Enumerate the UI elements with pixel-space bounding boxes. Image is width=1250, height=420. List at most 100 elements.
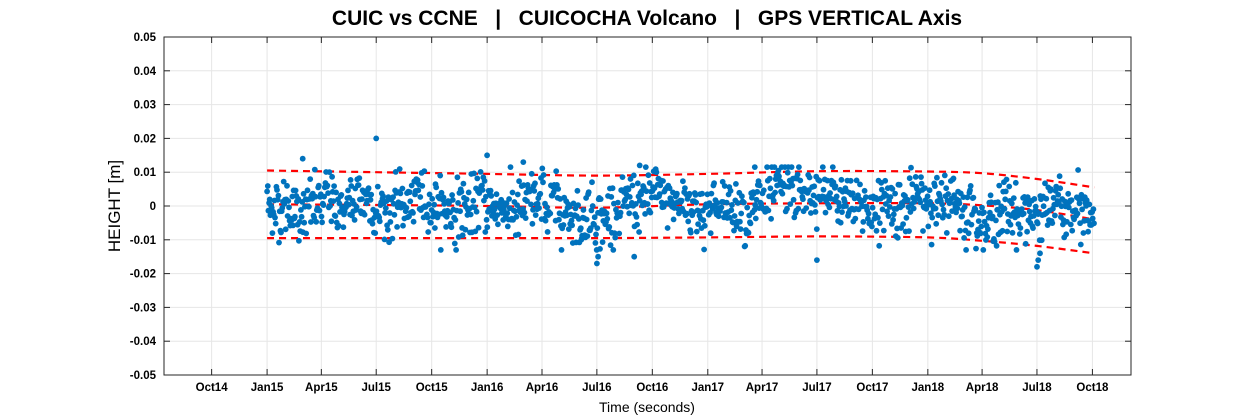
- data-point: [296, 237, 302, 244]
- data-point: [737, 226, 744, 233]
- data-point: [320, 202, 327, 209]
- data-point: [664, 225, 671, 231]
- data-point: [604, 215, 611, 222]
- data-point: [540, 172, 547, 178]
- data-point: [941, 211, 948, 218]
- data-point: [1042, 180, 1048, 187]
- data-point: [910, 205, 917, 212]
- data-point: [474, 175, 481, 182]
- x-tick-label: Oct17: [856, 382, 888, 394]
- data-point: [961, 235, 967, 241]
- data-point: [1044, 222, 1051, 229]
- data-point: [493, 191, 500, 198]
- data-point: [610, 247, 617, 253]
- data-point: [374, 183, 381, 190]
- data-point: [993, 242, 1000, 249]
- data-point: [790, 196, 797, 203]
- data-point: [386, 210, 393, 216]
- data-point: [487, 187, 494, 194]
- data-point: [284, 182, 290, 189]
- data-point: [368, 191, 375, 198]
- data-point: [504, 210, 511, 217]
- data-point: [731, 227, 737, 234]
- data-point: [784, 205, 790, 212]
- data-point: [603, 210, 610, 217]
- data-point: [880, 227, 887, 234]
- data-point: [463, 196, 470, 203]
- data-point: [275, 192, 282, 199]
- data-point: [727, 187, 734, 194]
- data-point: [879, 206, 886, 213]
- data-point: [733, 181, 739, 187]
- data-point: [313, 218, 320, 225]
- data-point: [477, 169, 484, 175]
- data-point: [424, 214, 431, 221]
- y-tick-label: -0.01: [130, 235, 157, 247]
- data-point: [852, 215, 859, 222]
- data-point: [945, 191, 952, 197]
- data-point: [742, 242, 749, 249]
- data-point: [853, 177, 860, 184]
- data-point: [340, 224, 347, 231]
- data-point: [589, 203, 596, 209]
- data-point: [282, 226, 289, 233]
- data-point: [693, 228, 700, 235]
- data-point: [612, 234, 619, 241]
- data-point: [529, 220, 536, 227]
- data-point: [768, 215, 774, 222]
- data-point: [415, 187, 422, 194]
- data-point: [995, 199, 1001, 206]
- data-point: [928, 241, 935, 248]
- data-point: [747, 220, 754, 227]
- data-point: [837, 219, 844, 226]
- y-tick-label: 0.04: [134, 66, 157, 78]
- data-point: [351, 217, 358, 223]
- data-point: [753, 196, 760, 203]
- data-point: [723, 199, 730, 206]
- data-point: [889, 186, 896, 192]
- data-point: [324, 182, 331, 189]
- data-point: [860, 219, 867, 225]
- data-point: [514, 202, 520, 209]
- data-point: [816, 177, 823, 184]
- data-point: [1035, 257, 1042, 263]
- data-point: [384, 226, 391, 233]
- data-point: [892, 190, 898, 197]
- data-point: [685, 218, 692, 225]
- data-point: [406, 189, 413, 196]
- data-point: [1043, 195, 1050, 202]
- data-point: [975, 218, 982, 225]
- data-point: [711, 180, 717, 187]
- data-point: [607, 242, 614, 249]
- data-point: [356, 175, 363, 182]
- data-point: [1090, 206, 1097, 213]
- data-point: [470, 197, 477, 204]
- data-point: [984, 234, 991, 240]
- y-tick-label: 0.01: [134, 167, 157, 179]
- data-point: [996, 182, 1003, 189]
- data-point: [1018, 206, 1025, 213]
- data-point: [1085, 228, 1091, 235]
- data-point: [1080, 230, 1087, 236]
- data-point: [636, 162, 643, 169]
- data-point: [1009, 229, 1016, 236]
- data-point: [977, 230, 984, 237]
- data-point: [920, 228, 926, 234]
- data-point: [660, 178, 666, 184]
- data-point: [437, 247, 444, 253]
- data-point: [951, 192, 957, 199]
- data-point: [494, 212, 501, 219]
- data-point: [890, 211, 897, 218]
- x-tick-label: Apr16: [526, 382, 559, 394]
- data-point: [421, 168, 428, 175]
- data-point: [589, 179, 595, 186]
- x-tick-label: Apr18: [966, 382, 999, 394]
- data-point: [1003, 176, 1010, 183]
- data-point: [834, 207, 841, 214]
- data-point: [591, 214, 598, 221]
- data-point: [365, 185, 372, 192]
- data-point: [838, 176, 845, 183]
- data-point: [808, 210, 814, 216]
- data-point: [367, 196, 374, 203]
- data-point: [767, 185, 774, 192]
